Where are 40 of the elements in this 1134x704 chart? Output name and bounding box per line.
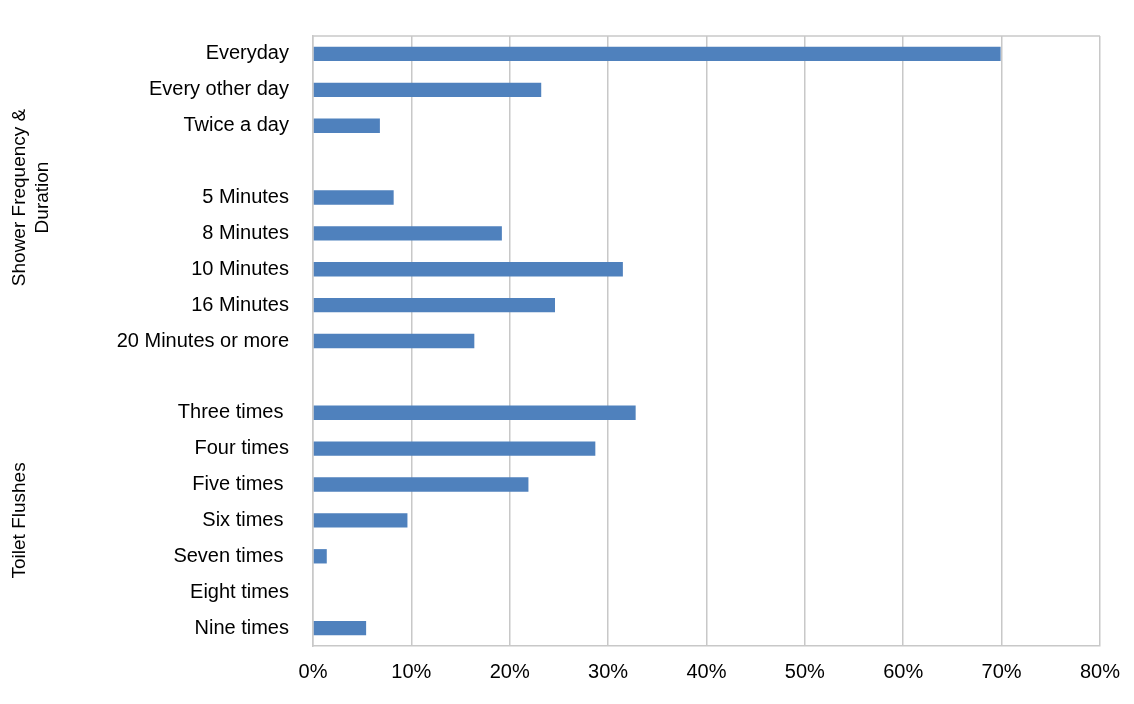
x-tick-label: 50% xyxy=(784,659,826,682)
x-tick-label: 40% xyxy=(686,659,727,682)
bar xyxy=(313,46,1001,62)
y-tick-label: Every other day xyxy=(148,77,289,100)
y-tick-label: Twice a day xyxy=(183,113,289,136)
bar xyxy=(313,441,596,456)
y-tick-label: Five times xyxy=(192,472,289,495)
text: Shower Frequency & Duration xyxy=(8,108,53,287)
bar xyxy=(313,262,623,277)
y-tick-label: Nine times xyxy=(194,615,289,638)
bar xyxy=(313,297,555,313)
x-tick-label: 30% xyxy=(588,659,629,682)
bar xyxy=(313,190,394,205)
bar xyxy=(313,226,502,241)
y-tick-label: Four times xyxy=(194,436,289,459)
x-tick-label: 0% xyxy=(298,659,328,682)
y-tick-label: 20 Minutes or more xyxy=(116,328,289,351)
x-tick-label: 70% xyxy=(981,659,1022,682)
y-tick-label: 10 Minutes xyxy=(191,256,289,279)
y-tick-label: Eight times xyxy=(190,579,289,602)
bar xyxy=(313,118,380,133)
y-tick-label: Everyday xyxy=(205,41,289,64)
bar xyxy=(313,477,529,492)
bar xyxy=(313,333,475,349)
bar xyxy=(313,513,408,528)
bar xyxy=(313,405,636,420)
y-tick-label: Three times xyxy=(177,400,289,423)
y-tick-label: Six times xyxy=(202,507,289,530)
y-tick-label: Seven times xyxy=(173,543,289,566)
x-tick-label: 10% xyxy=(391,659,432,682)
text: Toilet Flushes xyxy=(8,462,30,579)
bar xyxy=(313,549,327,564)
y-tick-label: 5 Minutes xyxy=(202,184,289,207)
y-tick-label: 16 Minutes xyxy=(191,292,289,315)
x-tick-label: 80% xyxy=(1079,659,1121,682)
y-tick-label: 8 Minutes xyxy=(202,220,289,243)
bar xyxy=(313,82,542,97)
x-tick-label: 20% xyxy=(489,659,530,682)
bar xyxy=(313,620,367,636)
x-tick-label: 60% xyxy=(883,659,924,682)
